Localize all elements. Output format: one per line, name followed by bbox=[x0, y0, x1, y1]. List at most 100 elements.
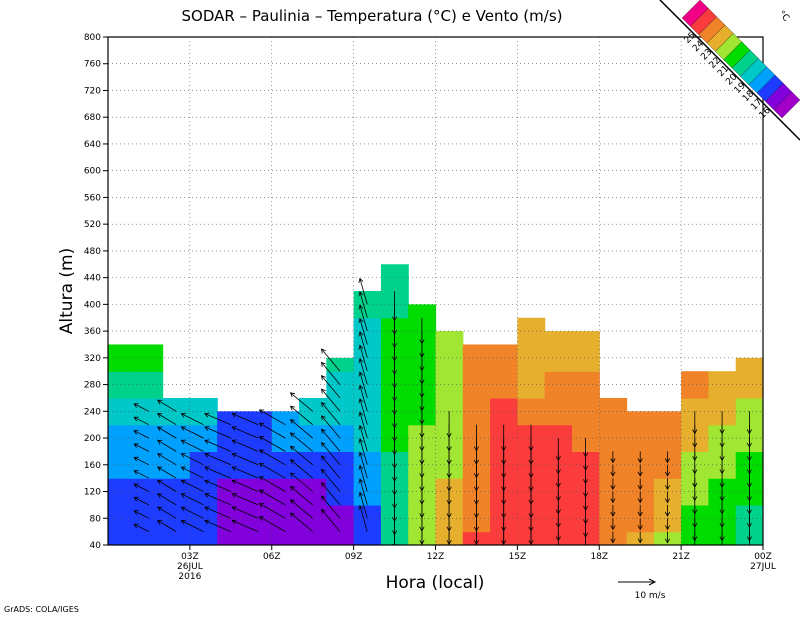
wind-arrow-21-240 bbox=[719, 411, 725, 435]
wind-arrow-8-200 bbox=[358, 411, 368, 439]
y-axis-ticks: 40 80 120 160 200 240 280 320 360 400 440 480 520 560… bbox=[84, 33, 108, 551]
wind-arrow-3-80 bbox=[204, 506, 231, 519]
wind-arrow-5-80 bbox=[258, 503, 286, 519]
heat-cell-c9-l7 bbox=[353, 344, 382, 372]
wind-arrow-7-160 bbox=[320, 441, 341, 466]
wind-arrow-6-140 bbox=[289, 459, 313, 479]
wind-arrow-2-200 bbox=[180, 426, 204, 439]
wind-arrow-2-120 bbox=[180, 479, 204, 492]
legend-swatch-11 bbox=[681, 0, 709, 27]
heat-cell-c17-l5 bbox=[571, 397, 600, 426]
wind-arrow-5-60 bbox=[258, 516, 286, 532]
heat-cell-c9-l0 bbox=[353, 531, 382, 545]
wind-arrow-16-200 bbox=[583, 438, 589, 458]
wind-arrow-0-140 bbox=[133, 470, 150, 479]
x-tick-label-6-0: 06Z bbox=[263, 552, 281, 562]
wind-arrow-17-60 bbox=[610, 531, 616, 544]
heat-cell-c9-l8 bbox=[353, 317, 382, 346]
y-tick-label-360: 360 bbox=[84, 327, 101, 337]
wind-arrow-0-160 bbox=[133, 456, 150, 466]
wind-arrow-2-220 bbox=[180, 413, 204, 426]
wind-arrow-4-60 bbox=[231, 519, 259, 532]
wind-arrow-3-200 bbox=[204, 426, 231, 439]
x-tick-label-24-0: 00Z bbox=[754, 552, 772, 562]
wind-arrow-7-300 bbox=[320, 348, 341, 372]
heat-cell-c16-l5 bbox=[544, 397, 573, 426]
x-tick-label-15-0: 15Z bbox=[509, 552, 527, 562]
y-tick-label-240: 240 bbox=[84, 407, 101, 417]
wind-arrow-8-340 bbox=[358, 317, 368, 345]
wind-arrow-6-120 bbox=[289, 472, 313, 492]
wind-arrow-1-240 bbox=[156, 399, 177, 412]
wind-arrow-2-160 bbox=[180, 453, 204, 466]
y-tick-label-120: 120 bbox=[84, 488, 101, 498]
y-tick-label-680: 680 bbox=[84, 113, 101, 123]
wind-arrow-17-80 bbox=[610, 518, 616, 531]
x-tick-label-12-0: 12Z bbox=[427, 552, 445, 562]
wind-arrow-0-80 bbox=[133, 510, 150, 519]
heat-cell-c1-l6 bbox=[135, 371, 164, 399]
y-tick-label-720: 720 bbox=[84, 86, 101, 96]
heat-cell-c9-l1 bbox=[353, 504, 382, 533]
heat-cell-c9-l6 bbox=[353, 371, 382, 399]
wind-arrow-7-240 bbox=[320, 388, 341, 412]
wind-arrow-4-200 bbox=[231, 426, 259, 439]
heat-cell-c16-l7 bbox=[544, 344, 573, 372]
wind-arrow-4-140 bbox=[231, 466, 259, 479]
heat-cell-c20-l4 bbox=[653, 411, 682, 453]
wind-arrow-19-80 bbox=[664, 518, 671, 531]
y-tick-label-440: 440 bbox=[84, 274, 101, 284]
heat-cell-c7-l0 bbox=[299, 531, 327, 545]
heat-cell-c23-l7 bbox=[735, 357, 763, 372]
wind-arrow-5-220 bbox=[258, 409, 286, 426]
heat-cell-c3-l5 bbox=[189, 397, 218, 426]
wind-arrow-3-180 bbox=[204, 439, 231, 452]
y-tick-label-600: 600 bbox=[84, 167, 101, 177]
wind-arrow-7-200 bbox=[320, 415, 341, 439]
y-tick-label-80: 80 bbox=[90, 514, 102, 524]
heat-cell-c6-l0 bbox=[271, 531, 300, 545]
wind-arrow-5-140 bbox=[258, 463, 286, 479]
heat-cell-c8-l7 bbox=[326, 357, 355, 372]
wind-arrow-2-180 bbox=[180, 439, 204, 452]
heat-cell-c8-l3 bbox=[326, 451, 355, 479]
y-tick-label-400: 400 bbox=[84, 300, 101, 310]
heat-cell-c14-l5 bbox=[490, 397, 518, 426]
wind-arrow-17-140 bbox=[610, 478, 616, 491]
heat-cell-c22-l6 bbox=[708, 371, 737, 399]
wind-arrow-6-160 bbox=[289, 445, 313, 466]
wind-arrow-18-120 bbox=[637, 491, 643, 504]
heat-cell-c0-l5 bbox=[108, 397, 136, 426]
wind-arrow-1-80 bbox=[156, 506, 177, 519]
wind-arrow-3-160 bbox=[204, 452, 231, 466]
heat-cell-c12-l7 bbox=[435, 344, 464, 372]
wind-arrow-17-180 bbox=[610, 451, 616, 464]
heat-cell-c4-l0 bbox=[217, 531, 246, 545]
wind-arrow-9-420 bbox=[392, 291, 398, 322]
wind-arrow-17-100 bbox=[610, 504, 616, 517]
heat-cell-c11-l9 bbox=[408, 304, 437, 319]
heat-cell-c9-l4 bbox=[353, 424, 382, 453]
wind-arrow-1-140 bbox=[156, 466, 177, 479]
wind-arrow-15-200 bbox=[555, 438, 561, 462]
heat-cell-c19-l4 bbox=[626, 411, 655, 453]
heat-cell-c15-l7 bbox=[517, 344, 546, 372]
heat-cell-c4-l4 bbox=[217, 411, 246, 453]
heat-cell-c18-l4 bbox=[599, 424, 628, 453]
wind-arrow-4-120 bbox=[231, 479, 259, 492]
wind-arrow-0-100 bbox=[133, 496, 150, 506]
wind-arrow-19-100 bbox=[664, 504, 671, 517]
wind-arrow-0-180 bbox=[133, 443, 150, 452]
heat-cell-c6-l3 bbox=[271, 451, 300, 479]
x-tick-label-3-0: 03Z bbox=[181, 552, 199, 562]
heat-cell-c1-l2 bbox=[135, 478, 164, 506]
wind-arrow-7-120 bbox=[320, 468, 341, 492]
wind-arrow-7-220 bbox=[320, 401, 341, 425]
wind-arrow-4-100 bbox=[231, 492, 259, 506]
wind-arrow-12-220 bbox=[473, 424, 479, 452]
wind-arrow-6-80 bbox=[289, 499, 313, 519]
x-tick-label-21-0: 21Z bbox=[672, 552, 690, 562]
